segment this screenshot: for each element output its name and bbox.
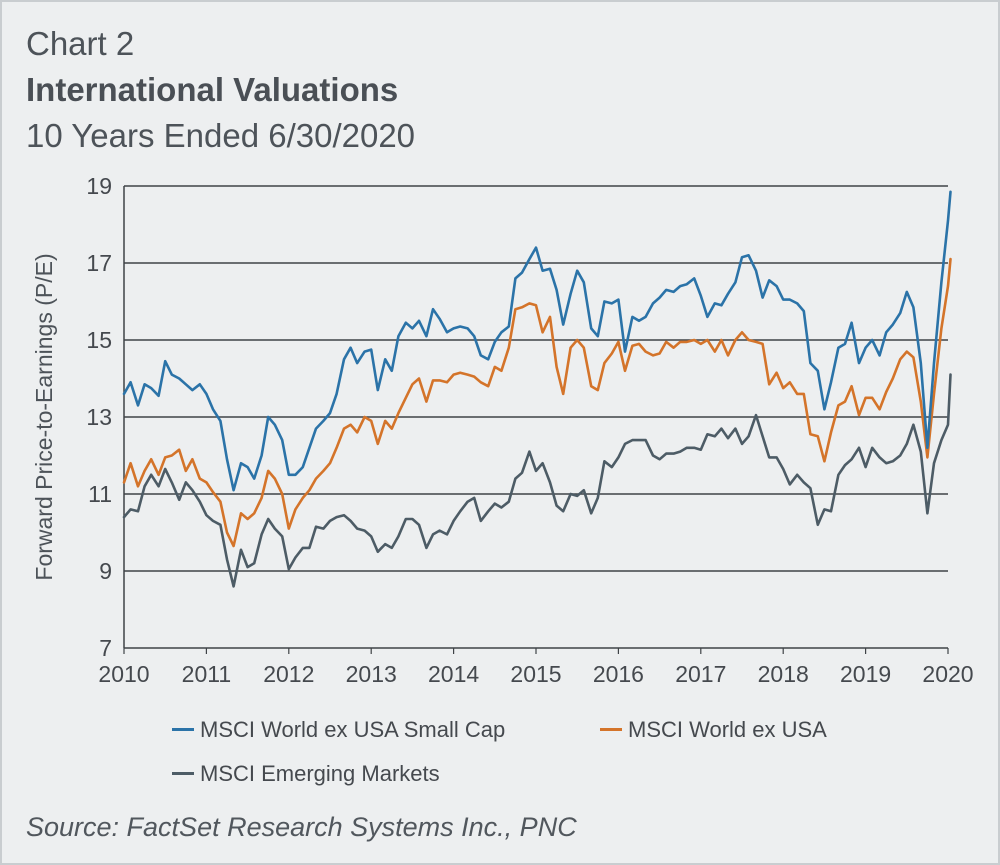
x-tick-labels: 2010 2011 2012 2013 2014 2015 2016 2017 2018 2019… xyxy=(98,661,973,687)
y-tick-label: 13 xyxy=(86,404,112,430)
series-lines xyxy=(122,190,952,588)
y-tick-label: 7 xyxy=(99,635,112,661)
axes xyxy=(123,186,949,654)
x-tick-label: 2014 xyxy=(428,661,479,687)
chart-subtitle: 10 Years Ended 6/30/2020 xyxy=(26,117,416,154)
y-tick-label: 15 xyxy=(86,327,112,353)
legend-swatch xyxy=(172,771,194,775)
chart-number: Chart 2 xyxy=(26,25,135,62)
x-tick-label: 2017 xyxy=(675,661,726,687)
x-tick-label: 2018 xyxy=(758,661,809,687)
legend-item-small-cap: MSCI World ex USA Small Cap xyxy=(172,716,505,744)
x-tick-label: 2020 xyxy=(922,661,973,687)
legend-item-emerging-markets: MSCI Emerging Markets xyxy=(172,760,440,788)
gridlines xyxy=(124,185,948,572)
legend-item-world-ex-usa: MSCI World ex USA xyxy=(600,716,827,744)
y-tick-labels: 7 9 11 13 15 17 19 xyxy=(86,173,112,661)
x-tick-label: 2019 xyxy=(840,661,891,687)
x-tick-label: 2010 xyxy=(98,661,149,687)
chart-title: International Valuations xyxy=(26,71,399,108)
x-tick-label: 2012 xyxy=(263,661,314,687)
legend-swatch xyxy=(600,727,622,731)
x-tick-label: 2016 xyxy=(593,661,644,687)
legend-label: MSCI World ex USA Small Cap xyxy=(200,717,506,742)
series-line-2 xyxy=(122,373,952,588)
series-line-1 xyxy=(122,257,952,548)
y-tick-label: 19 xyxy=(86,173,112,199)
x-tick-label: 2015 xyxy=(510,661,561,687)
y-tick-label: 11 xyxy=(88,481,112,507)
legend-label: MSCI Emerging Markets xyxy=(200,761,440,786)
y-axis-label: Forward Price-to-Earnings (P/E) xyxy=(31,253,57,580)
legend-label: MSCI World ex USA xyxy=(628,717,827,742)
x-tick-label: 2011 xyxy=(182,661,231,687)
series-line-0 xyxy=(122,190,952,492)
y-tick-label: 17 xyxy=(86,250,112,276)
legend-swatch xyxy=(172,727,194,731)
source-note: Source: FactSet Research Systems Inc., P… xyxy=(26,812,577,842)
x-tick-label: 2013 xyxy=(346,661,397,687)
y-tick-label: 9 xyxy=(99,558,112,584)
